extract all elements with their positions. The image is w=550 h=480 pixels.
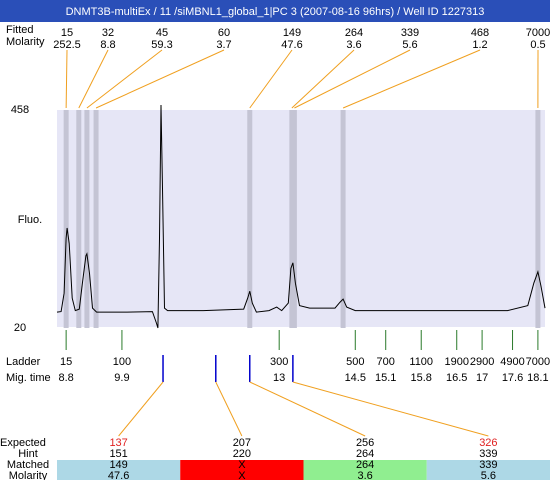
title-bar [0,0,550,22]
ladder-time: 18.1 [527,372,548,384]
peak-band [84,110,90,328]
peak-molarity: 47.6 [281,39,302,51]
match-box [180,460,304,480]
peak-link [342,49,481,109]
peak-molarity: 5.6 [402,39,417,51]
peak-size: 60 [218,27,230,39]
peak-size: 45 [156,27,168,39]
peak-molarity: 8.8 [100,39,115,51]
peak-link [291,49,355,109]
ladder-size: 1900 [444,356,468,368]
peak-link [65,49,68,109]
peak-molarity: 0.5 [530,39,545,51]
hint-label: Hint [18,448,38,460]
peak-link [95,49,225,109]
ladder-time: 9.9 [114,372,129,384]
peak-band [76,110,82,328]
peak-band [340,110,346,328]
peak-size: 339 [401,27,419,39]
title: DNMT3B-multiEx / 11 /siMBNL1_global_1|PC… [66,6,485,18]
ladder-label: Ladder [6,356,41,368]
peak-band [93,110,99,328]
ladder-size: 1100 [409,356,433,368]
matched-value: X [238,459,246,471]
expected-link [292,381,489,437]
match-box [57,460,181,480]
molarity-row-label: Molarity [9,470,48,480]
ladder-size: 7000 [526,356,550,368]
ladder-size: 300 [270,356,288,368]
expected-value: 207 [233,437,251,449]
y-tick-label: 458 [11,104,29,116]
ladder-size: 15 [60,356,72,368]
ladder-size: 100 [113,356,131,368]
molarity-label: Molarity [6,36,45,48]
ladder-time: 17 [476,372,488,384]
hint-value: 151 [109,448,127,460]
peak-size: 15 [61,27,73,39]
molarity-value: 47.6 [108,470,129,480]
ladder-time: 8.8 [58,372,73,384]
hint-value: 220 [233,448,251,460]
peak-band [291,110,297,328]
ladder-time: 16.5 [446,372,467,384]
peak-molarity: 3.7 [216,39,231,51]
hint-value: 339 [479,448,497,460]
molarity-value: X [238,470,246,480]
match-box [303,460,427,480]
ladder-time: 14.5 [345,372,366,384]
match-box [426,460,550,480]
peak-link [249,49,293,109]
ladder-time: 15.1 [375,372,396,384]
matched-value: 339 [479,459,497,471]
ladder-time: 15.8 [411,372,432,384]
peak-band [63,110,69,328]
expected-label: Expected [0,437,46,449]
peak-molarity: 1.2 [472,39,487,51]
peak-size: 468 [471,27,489,39]
peak-band [289,110,295,328]
expected-value: 256 [356,437,374,449]
matched-value: 149 [109,459,127,471]
peak-band [247,110,253,328]
molarity-value: 5.6 [481,470,496,480]
peak-size: 32 [102,27,114,39]
peak-link [294,49,411,109]
matched-label: Matched [7,459,49,471]
peak-link [78,49,109,109]
peak-band [535,110,541,328]
expected-link [249,381,366,437]
molarity-value: 3.6 [357,470,372,480]
expected-link [215,381,243,437]
expected-link [118,381,164,437]
ladder-size: 700 [377,356,395,368]
ladder-time: 13 [273,372,285,384]
ladder-size: 4900 [500,356,524,368]
peak-size: 264 [345,27,363,39]
expected-value: 137 [109,437,127,449]
ladder-time: 17.6 [502,372,523,384]
trace [56,104,546,329]
hint-value: 264 [356,448,374,460]
ladder-size: 2900 [470,356,494,368]
peak-link [86,49,163,109]
peak-molarity: 3.6 [346,39,361,51]
peak-molarity: 59.3 [151,39,172,51]
plot-area [57,110,545,327]
y-tick-label: 20 [14,322,26,334]
expected-value: 326 [479,437,497,449]
peak-molarity: 252.5 [53,39,81,51]
size-label: Fitted [6,24,34,36]
peak-size: 7000 [526,27,550,39]
y-label: Fluo. [18,214,42,226]
mig-time-label: Mig. time [6,372,51,384]
peak-size: 149 [283,27,301,39]
ladder-size: 500 [346,356,364,368]
matched-value: 264 [356,459,374,471]
